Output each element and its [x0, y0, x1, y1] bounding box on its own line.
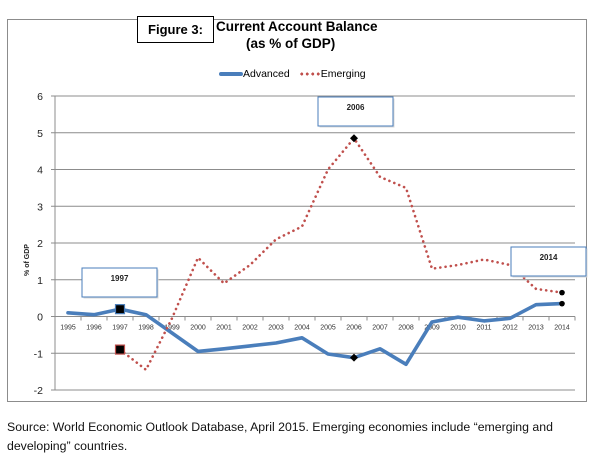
y-tick-label: 1 — [37, 275, 43, 287]
x-tick-label-1999: 1999 — [164, 325, 180, 332]
series-line-advanced — [66, 301, 564, 367]
x-tick-label-1995: 1995 — [60, 325, 76, 332]
x-tick-label-2006: 2006 — [346, 325, 362, 332]
annotation-2014: 2014 — [510, 246, 588, 278]
x-tick-label-2012: 2012 — [502, 325, 518, 332]
legend-label-emerging: Emerging — [320, 68, 366, 80]
x-tick-label-1998: 1998 — [138, 325, 154, 332]
annotation-label: 1997 — [111, 274, 129, 283]
chart-subtitle: (as % of GDP) — [246, 36, 336, 51]
x-tick-label-2007: 2007 — [372, 325, 388, 332]
annotation-label: 2006 — [347, 103, 365, 112]
x-tick-label-1996: 1996 — [86, 325, 102, 332]
marker-advanced-2014 — [559, 300, 565, 307]
y-tick-label: 2 — [37, 238, 43, 250]
y-tick-label: -1 — [34, 348, 43, 360]
x-tick-label-2009: 2009 — [424, 325, 440, 332]
figure-label-text: Figure 3: — [148, 22, 203, 37]
x-tick-label-2003: 2003 — [268, 325, 284, 332]
y-tick-label: 5 — [37, 128, 43, 140]
annotation-box — [317, 96, 394, 127]
axes: 6 5 4 3 2 1 0 -1 -2 1995 1996 1997 1998 1999 2000 2001 2… — [34, 91, 576, 397]
legend-swatch-advanced — [219, 72, 243, 76]
y-tick-label: 0 — [37, 312, 43, 324]
annotation-label: 2014 — [540, 253, 558, 262]
x-tick-label-2001: 2001 — [216, 325, 232, 332]
marker-advanced-1997 — [114, 304, 126, 315]
x-tick-label-2000: 2000 — [190, 325, 206, 332]
x-tick-label-2005: 2005 — [320, 325, 336, 332]
series-line-emerging — [118, 137, 564, 372]
y-tick-label: 3 — [37, 201, 43, 213]
marker-emerging-2006 — [350, 134, 358, 143]
source-note: Source: World Economic Outlook Database,… — [7, 420, 553, 453]
x-tick-label-2010: 2010 — [450, 325, 466, 332]
x-tick-label-2013: 2013 — [528, 325, 544, 332]
series — [66, 137, 564, 372]
legend-label-advanced: Advanced — [243, 68, 290, 80]
annotation-2006: 2006 — [317, 96, 395, 128]
x-tick-label-2008: 2008 — [398, 325, 414, 332]
x-tick-label-2002: 2002 — [242, 325, 258, 332]
annotation-box — [510, 246, 587, 277]
chart-title: Current Account Balance (as % of GDP) — [216, 18, 416, 52]
y-tick-label: -2 — [34, 385, 43, 397]
annotation-1997: 1997 — [81, 267, 159, 299]
chart-title-main: Current Account Balance — [216, 19, 378, 34]
annotations: 1997 2006 2014 — [81, 96, 588, 299]
x-tick-label-2004: 2004 — [294, 325, 310, 332]
legend-item-advanced: Advanced — [219, 68, 290, 80]
y-tick-label: 4 — [37, 165, 43, 177]
x-tick-label-1997: 1997 — [112, 325, 128, 332]
figure-label: Figure 3: — [137, 16, 214, 43]
markers — [114, 134, 565, 362]
marker-advanced-2006 — [350, 353, 358, 362]
y-axis-label: % of GDP — [24, 244, 31, 276]
y-tick-label: 6 — [37, 91, 43, 103]
x-tick-label-2014: 2014 — [554, 325, 570, 332]
annotation-box — [81, 267, 158, 298]
marker-emerging-1997 — [114, 344, 126, 355]
legend: Advanced Emerging — [219, 68, 375, 80]
gridlines — [51, 95, 575, 391]
legend-item-emerging: Emerging — [298, 68, 366, 80]
x-tick-label-2011: 2011 — [476, 325, 491, 332]
legend-swatch-emerging — [298, 72, 321, 76]
marker-emerging-2014 — [559, 289, 565, 296]
